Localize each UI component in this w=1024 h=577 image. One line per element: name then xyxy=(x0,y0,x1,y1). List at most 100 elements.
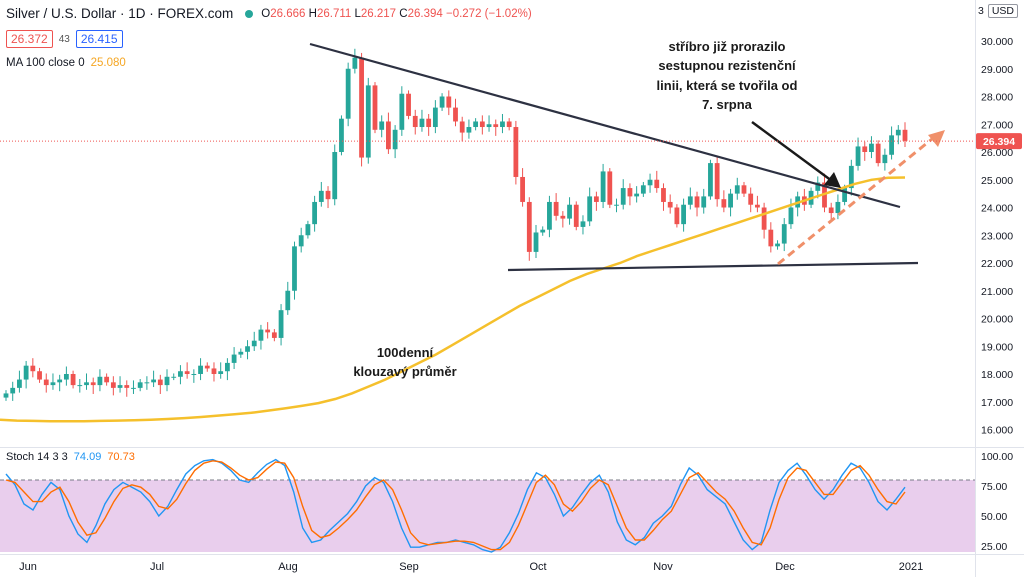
price-tick-label: 20.000 xyxy=(981,314,1013,326)
candle-body xyxy=(23,365,29,380)
sell-price-button[interactable]: 26.372 xyxy=(6,30,53,48)
time-axis[interactable]: Jun Jul Aug Sep Oct Nov Dec 2021 xyxy=(19,561,923,573)
candle-body xyxy=(506,121,512,128)
candle-body xyxy=(432,107,438,128)
candle-body xyxy=(486,124,492,128)
candle-body xyxy=(714,163,720,200)
candle-body xyxy=(144,382,150,384)
ma-legend[interactable]: MA 100 close 0 25.080 xyxy=(6,57,126,69)
candle-body xyxy=(755,204,760,208)
candle-body xyxy=(3,393,9,398)
support-line[interactable] xyxy=(507,261,919,272)
candle-body xyxy=(30,365,36,372)
candle-body xyxy=(513,127,519,177)
forecast-arrow-line[interactable] xyxy=(777,137,933,266)
buy-price-button[interactable]: 26.415 xyxy=(75,30,123,48)
candle-body xyxy=(681,204,687,225)
candle-body xyxy=(446,96,452,108)
candle-body xyxy=(728,193,733,208)
spread-value: 43 xyxy=(58,33,70,45)
ohlc-high: 26.711 xyxy=(316,7,352,20)
candle-body xyxy=(386,121,391,150)
stoch-legend[interactable]: Stoch 14 3 3 74.09 70.73 xyxy=(6,451,135,463)
ma-legend-label: MA 100 close 0 xyxy=(6,57,85,69)
candle-body xyxy=(359,57,364,158)
candle-body xyxy=(198,365,203,374)
currency-selector[interactable]: 3 USD xyxy=(978,4,1018,18)
stoch-d-value: 70.73 xyxy=(107,451,135,463)
candle-body xyxy=(171,376,177,378)
annotation-breakout-line-2: sestupnou rezistenční xyxy=(658,58,796,73)
candle-body xyxy=(855,146,861,166)
candle-body xyxy=(533,232,539,252)
candle-body xyxy=(560,215,566,219)
candle-body xyxy=(412,115,418,128)
candle-body xyxy=(620,188,626,205)
annotation-ma-line-2: klouzavý průměr xyxy=(353,364,456,379)
stoch-legend-label: Stoch 14 3 3 xyxy=(6,451,68,463)
descending-resistance-line[interactable] xyxy=(309,42,901,209)
candle-body xyxy=(674,207,680,225)
candle-body xyxy=(875,143,881,164)
candle-body xyxy=(640,185,646,194)
price-axis[interactable]: 16.000 17.000 18.000 19.000 20.000 21.000 22.0… xyxy=(981,36,1013,437)
candle-body xyxy=(271,332,277,338)
candle-body xyxy=(90,382,96,386)
ohlc-change: −0.272 (−1.02%) xyxy=(445,7,532,20)
candle-body xyxy=(520,176,525,202)
time-tick-label: Jun xyxy=(19,561,37,573)
candle-body xyxy=(10,387,16,394)
candle-body xyxy=(178,371,183,377)
candle-body xyxy=(251,340,257,347)
candle-body xyxy=(862,146,868,152)
candle-body xyxy=(567,204,572,219)
stoch-k-line xyxy=(5,458,906,553)
candle-body xyxy=(835,201,841,214)
price-tick-label: 19.000 xyxy=(981,341,1013,353)
ohlc-open: 26.666 xyxy=(270,7,306,20)
stoch-d-line xyxy=(5,460,906,551)
candle-body xyxy=(379,121,385,130)
candle-body xyxy=(493,124,499,128)
candle-body xyxy=(245,346,250,352)
candle-body xyxy=(318,190,324,202)
time-tick-label: 2021 xyxy=(899,561,923,573)
ohlc-open-key: O xyxy=(261,7,271,20)
candle-body xyxy=(352,57,358,69)
price-tick-label: 25.000 xyxy=(981,175,1013,187)
candle-body xyxy=(553,201,559,216)
candle-body xyxy=(547,201,552,230)
candle-body xyxy=(191,374,197,375)
price-tick-label: 17.000 xyxy=(981,397,1013,409)
candle-body xyxy=(406,93,411,116)
price-tick-label: 28.000 xyxy=(981,92,1013,104)
candle-body xyxy=(614,204,619,206)
candle-body xyxy=(748,193,754,205)
candle-body xyxy=(815,182,821,191)
candle-body xyxy=(224,362,230,372)
last-price-tag-text: 26.394 xyxy=(983,136,1015,148)
candle-body xyxy=(708,163,713,197)
candle-body xyxy=(694,196,700,208)
symbol-title[interactable]: Silver / U.S. Dollar · 1D · FOREX.com xyxy=(6,6,234,21)
candle-body xyxy=(211,368,217,374)
candle-body xyxy=(63,374,69,380)
stoch-axis[interactable]: 25.00 50.00 75.00 100.00 xyxy=(981,451,1013,553)
candle-body xyxy=(500,121,505,128)
price-tick-label: 26.000 xyxy=(981,147,1013,159)
symbol-header: Silver / U.S. Dollar · 1D · FOREX.com O2… xyxy=(6,6,532,21)
annotation-arrow-line xyxy=(751,120,833,183)
candle-body xyxy=(265,329,271,333)
candle-body xyxy=(654,179,660,189)
candle-body xyxy=(889,135,894,155)
annotation-breakout-line-3: linii, která se tvořila od xyxy=(657,78,798,93)
candle-body xyxy=(298,235,304,247)
candle-body xyxy=(339,118,344,152)
price-tick-label: 27.000 xyxy=(981,119,1013,131)
candle-body xyxy=(278,310,284,338)
candle-body xyxy=(882,154,888,164)
ohlc-high-key: H xyxy=(308,7,317,20)
candle-body xyxy=(627,188,633,197)
stoch-tick-label: 50.00 xyxy=(981,511,1007,523)
